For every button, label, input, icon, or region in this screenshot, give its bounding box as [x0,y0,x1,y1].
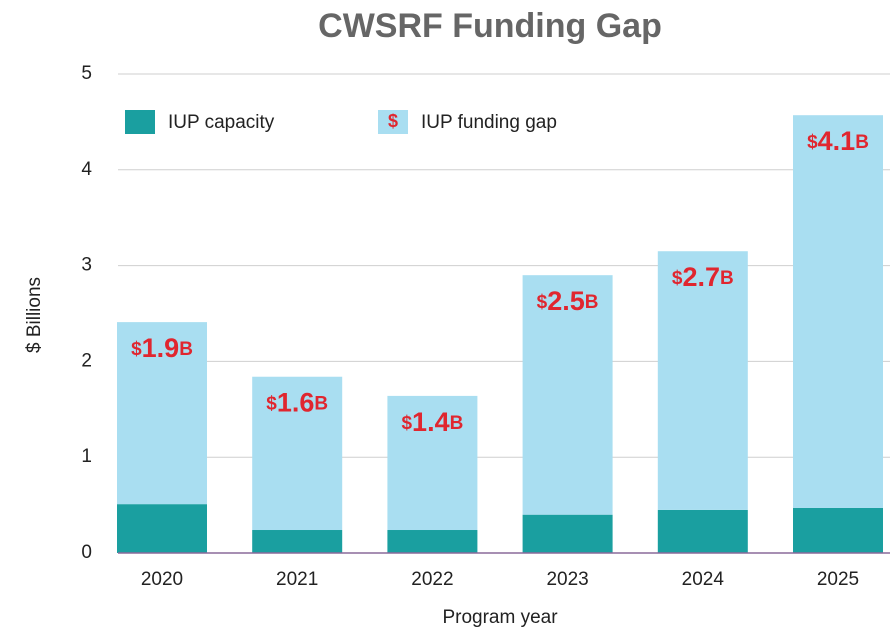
value-label: $2.7B [672,262,734,292]
x-tick-label: 2024 [682,569,725,590]
x-tick-label: 2020 [141,569,183,590]
bar-segment [793,115,883,508]
value-label: $1.4B [401,407,463,437]
legend-label: IUP funding gap [421,112,557,133]
x-axis-label: Program year [442,607,558,628]
y-tick-label: 1 [81,446,92,467]
bar-segment [387,530,478,553]
bar-segment [522,275,613,515]
legend-swatch-gap [378,110,408,134]
bar-segment [522,514,613,553]
y-tick-label: 3 [81,255,92,276]
bar-segment [117,322,207,505]
bar-segment [252,530,343,553]
bar-segment [387,395,478,531]
x-tick-label: 2023 [546,569,588,590]
x-tick-label: 2025 [817,569,859,590]
bar-segment [793,507,883,553]
legend-icon: $ [388,111,398,131]
value-label: $2.5B [537,286,599,316]
y-tick-label: 2 [81,350,92,371]
bar-segment [252,376,343,531]
bar-segment [657,251,748,510]
legend-swatch [125,110,155,134]
value-label: $1.9B [131,333,193,363]
value-label: $4.1B [807,126,869,156]
y-axis-label: $ Billions [24,277,45,353]
legend-label: IUP capacity [168,112,275,133]
value-label: $1.6B [266,388,328,418]
x-tick-label: 2022 [411,569,453,590]
bar-segment [117,504,207,553]
y-tick-label: 4 [81,159,92,180]
chart-title: CWSRF Funding Gap [318,7,662,45]
bar-segment [657,509,748,553]
y-tick-label: 0 [81,542,92,563]
x-tick-label: 2021 [276,569,318,590]
y-tick-label: 5 [81,63,92,84]
